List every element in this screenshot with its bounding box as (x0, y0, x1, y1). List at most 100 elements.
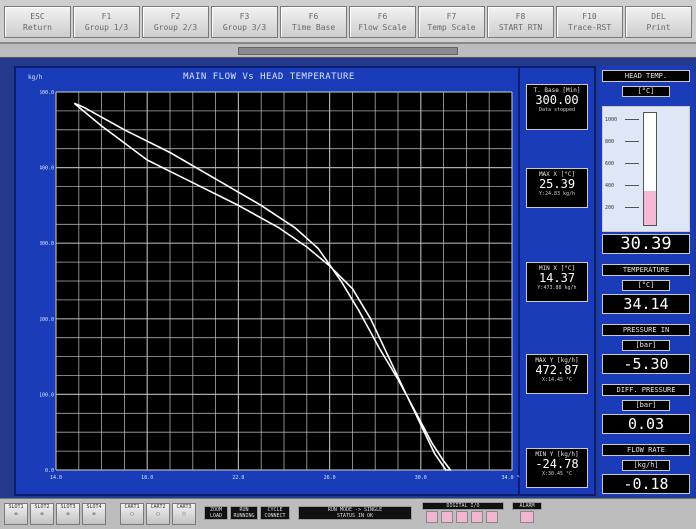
readout-min-x: MIN X [°C] 14.37 Y:473.88 kg/h (526, 262, 588, 302)
status-sub: STATUS IN OK (336, 513, 374, 519)
thermo-tick (625, 185, 639, 186)
slot-label: SLOT1 (8, 504, 24, 510)
status-title: RUN MODE -> SINGLE (327, 507, 383, 513)
fkey-f6-flow-scale[interactable]: F6 Flow Scale (349, 6, 416, 38)
readout-value: 472.87 (535, 363, 579, 377)
chart-panel: kg/h MAIN FLOW Vs HEAD TEMPERATURE 500.0… (14, 66, 520, 496)
process-values-panel: HEAD TEMP. [°C] 1000 800 600 400 200 30.… (598, 66, 694, 496)
readout-sub: Y:473.88 kg/h (537, 285, 577, 291)
io-lamp-2 (441, 511, 453, 523)
readout-value: 14.37 (538, 271, 576, 285)
thermo-tick (625, 207, 639, 208)
slot-label: SLOT3 (60, 504, 76, 510)
readout-title: MAX X [°C] (538, 171, 576, 178)
cart-label: CART1 (124, 504, 140, 510)
fkey-f7-temp-scale[interactable]: F7 Temp Scale (418, 6, 485, 38)
fkey-code: F2 (170, 12, 181, 21)
thermo-scale-label: 1000 (605, 117, 618, 123)
fkey-code: F10 (582, 12, 597, 21)
fkey-label: Group 2/3 (153, 23, 198, 32)
slot4-button[interactable]: SLOT4 ✉ (82, 503, 106, 525)
x-tick-label: 22.0 (232, 475, 244, 481)
readout-title: T. Base [Min] (533, 87, 581, 94)
fkey-f3-group3[interactable]: F3 Group 3/3 (211, 6, 278, 38)
fkey-label: START RTN (498, 23, 543, 32)
temperature-title: TEMPERATURE (602, 264, 690, 276)
fkey-f1-group1[interactable]: F1 Group 1/3 (73, 6, 140, 38)
fkey-code: F8 (515, 12, 526, 21)
fkey-label: Return (23, 23, 52, 32)
temperature-unit: [°C] (622, 280, 670, 291)
fkey-label: Print (646, 23, 671, 32)
y-tick-label: 200.0 (40, 317, 54, 323)
readout-title: MIN X [°C] (538, 265, 576, 272)
function-key-bar: ESC Return F1 Group 1/3 F2 Group 2/3 F3 Grou… (0, 0, 696, 44)
y-tick-label: 100.0 (40, 392, 54, 398)
y-axis-unit: kg/h (28, 74, 43, 81)
mode-cycle: CYCLE CONNECT (260, 506, 290, 520)
series-line-flow-vs-temp (73, 102, 452, 471)
readout-value: -24.78 (535, 457, 579, 471)
io-lamp-5 (486, 511, 498, 523)
readout-value: 300.00 (535, 93, 579, 107)
io-lamp-3 (456, 511, 468, 523)
slot3-button[interactable]: SLOT3 ✉ (56, 503, 80, 525)
temperature-value: 34.14 (602, 294, 690, 314)
fkey-f2-group2[interactable]: F2 Group 2/3 (142, 6, 209, 38)
readout-sub: X:14.45 °C (541, 377, 573, 383)
x-tick-label: 26.0 (324, 475, 336, 481)
pressure-in-value: -5.30 (602, 354, 690, 374)
thermo-scale-label: 800 (605, 139, 615, 145)
diff-pressure-title: DIFF. PRESSURE (602, 384, 690, 396)
flow-rate-unit: [kg/h] (622, 460, 670, 471)
chart-title: MAIN FLOW Vs HEAD TEMPERATURE (183, 72, 355, 82)
flow-rate-title: FLOW RATE (602, 444, 690, 456)
thermo-scale-label: 600 (605, 161, 615, 167)
fkey-code: F3 (239, 12, 250, 21)
io-lamp-4 (471, 511, 483, 523)
mode-value: LOAD (209, 513, 223, 519)
fkey-code: F6 (377, 12, 388, 21)
mode-label: RUN (239, 507, 249, 513)
thermo-tick (625, 119, 639, 120)
thermo-scale-label: 200 (605, 205, 615, 211)
fkey-esc-return[interactable]: ESC Return (4, 6, 71, 38)
thermo-tick (625, 141, 639, 142)
cart1-button[interactable]: CART1 ▢ (120, 503, 144, 525)
status-strip (0, 44, 696, 58)
readout-column: T. Base [Min] 300.00 Data stopped MAX X … (520, 66, 596, 496)
fkey-code: F6 (308, 12, 319, 21)
mode-value: RUNNING (233, 513, 255, 519)
cart3-button[interactable]: CART3 ▢ (172, 503, 196, 525)
mode-zoom: ZOOM LOAD (204, 506, 228, 520)
fkey-f8-start-rtn[interactable]: F8 START RTN (487, 6, 554, 38)
head-temp-value: 30.39 (602, 234, 690, 254)
readout-sub: X:30.45 °C (541, 471, 573, 477)
thermo-scale-label: 400 (605, 183, 615, 189)
thermo-tube (643, 112, 657, 226)
fkey-f6-time-base[interactable]: F6 Time Base (280, 6, 347, 38)
readout-title: MIN Y [kg/h] (535, 451, 579, 458)
readout-time-base: T. Base [Min] 300.00 Data stopped (526, 84, 588, 130)
readout-sub: Y:24.83 kg/h (538, 191, 576, 197)
fkey-f10-trace-rst[interactable]: F10 Trace-RST (556, 6, 623, 38)
alarm-label: ALARM (512, 502, 542, 510)
cart-label: CART3 (176, 504, 192, 510)
digital-io-label: DIGITAL I/O (422, 502, 504, 510)
x-tick-label: 18.0 (141, 475, 153, 481)
slot1-button[interactable]: SLOT1 ✉ (4, 503, 28, 525)
x-tick-label: 30.0 (415, 475, 427, 481)
mode-value: CONNECT (264, 513, 286, 519)
diff-pressure-unit: [bar] (622, 400, 670, 411)
slot2-button[interactable]: SLOT2 ✉ (30, 503, 54, 525)
fkey-del-print[interactable]: DEL Print (625, 6, 692, 38)
x-tick-label: 14.0 (50, 475, 62, 481)
pressure-in-title: PRESSURE IN (602, 324, 690, 336)
head-temp-title: HEAD TEMP. (602, 70, 690, 82)
cart2-button[interactable]: CART2 ▢ (146, 503, 170, 525)
mode-run: RUN RUNNING (230, 506, 258, 520)
head-temp-thermometer: 1000 800 600 400 200 (602, 106, 690, 232)
readout-max-y: MAX Y [kg/h] 472.87 X:14.45 °C (526, 354, 588, 394)
cart-label: CART2 (150, 504, 166, 510)
run-mode-status: RUN MODE -> SINGLE STATUS IN OK (298, 506, 412, 520)
